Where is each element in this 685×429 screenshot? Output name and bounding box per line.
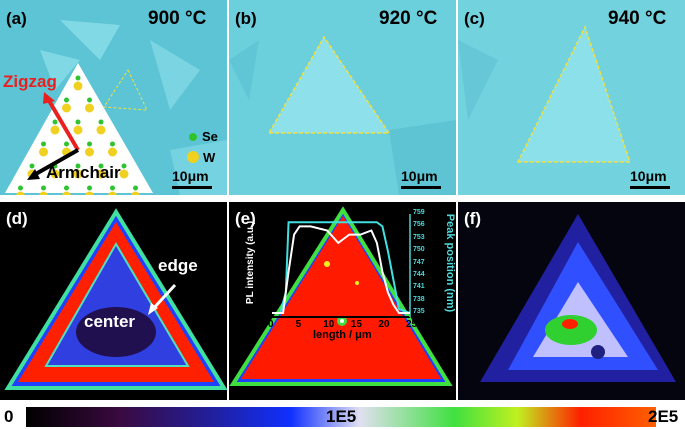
edge-arrow (150, 283, 177, 312)
panel-e: (e) PL intensity (a.u.) Peak position (n… (229, 202, 456, 400)
x-tick-label: 15 (350, 319, 362, 330)
panel-a-graphic (5, 20, 227, 195)
x-tick-label: 20 (378, 319, 390, 330)
zigzag-label: Zigzag (3, 72, 57, 91)
panel-d-map (4, 208, 227, 390)
zigzag-arrow (46, 97, 80, 152)
x-axis-label: length / μm (313, 329, 372, 341)
center-label: center (84, 312, 136, 331)
panel-label: (a) (6, 9, 27, 28)
temperature: 940 °C (608, 8, 667, 29)
panel-e-map (229, 206, 453, 386)
legend-se: Se (202, 129, 218, 144)
crystal-outline (103, 68, 148, 111)
colorbar-gradient (26, 407, 656, 427)
panel-f: (f) (458, 202, 685, 400)
scale-label: 10μm (172, 168, 209, 184)
panel-label: (d) (6, 209, 28, 228)
y-tick-label: 759 (413, 209, 425, 216)
x-tick-label: 10 (323, 319, 335, 330)
y-tick-label: 750 (413, 246, 425, 254)
scale-bar (630, 186, 670, 189)
legend-w: W (203, 150, 216, 165)
scale-bar (172, 186, 212, 189)
panel-label: (c) (464, 9, 485, 28)
temperature: 920 °C (379, 8, 438, 29)
colorbar-min: 0 (4, 407, 14, 426)
y-tick-label: 744 (413, 270, 425, 278)
panel-f-map (480, 214, 676, 382)
y-axis-right-label: Peak position (nm) (444, 213, 456, 313)
y-tick-label: 747 (413, 258, 425, 266)
armchair-label: Armchair (46, 163, 121, 182)
y-tick-label: 753 (413, 233, 425, 241)
panel-label: (f) (464, 209, 481, 228)
panel-b-graphic (229, 35, 456, 195)
panel-a: (a) 900 °C Zigzag Armchair Se W 10μm (0, 0, 227, 195)
panel-label: (e) (235, 209, 256, 228)
armchair-arrow (33, 148, 79, 177)
edge-label: edge (158, 256, 198, 275)
panel-label: (b) (235, 9, 257, 28)
x-tick-label: 0 (268, 319, 274, 330)
pl-intensity-line (272, 225, 410, 314)
crystal-outline (516, 25, 632, 163)
panel-c: (c) 940 °C 10μm (458, 0, 685, 195)
x-tick-label: 25 (406, 319, 418, 330)
y-tick-label: 741 (413, 283, 425, 291)
y-tick-label: 735 (413, 308, 425, 315)
scale-label: 10μm (630, 168, 667, 184)
scale-bar (401, 186, 441, 189)
y-axis-left-label: PL intensity (a.u.) (245, 220, 257, 305)
crystal-outline (267, 35, 391, 134)
temperature: 900 °C (148, 8, 207, 29)
y-tick-label: 756 (413, 221, 425, 229)
panel-c-graphic (458, 25, 670, 189)
x-tick-label: 5 (295, 319, 302, 330)
panel-d: (d) edge center (0, 202, 227, 400)
scale-label: 10μm (401, 168, 438, 184)
colorbar-max: 2E5 (648, 407, 679, 426)
panel-b: (b) 920 °C 10μm (229, 0, 456, 195)
y-tick-label: 738 (413, 295, 425, 303)
colorbar-mid: 1E5 (326, 407, 357, 426)
